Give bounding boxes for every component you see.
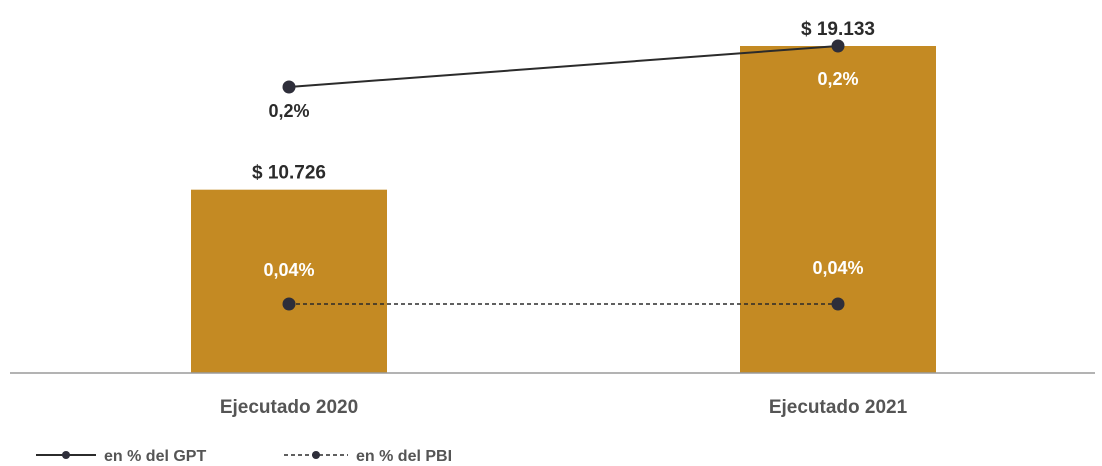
bars-layer bbox=[191, 46, 936, 373]
legend: en % del GPT en % del PBI bbox=[36, 448, 452, 465]
bar-value-label-2020: $ 10.726 bbox=[252, 163, 326, 184]
legend-gpt-marker bbox=[62, 451, 70, 459]
legend-pbi-marker bbox=[312, 451, 320, 459]
gpt-series-line bbox=[288, 45, 839, 88]
gpt-data-label-2021: 0,2% bbox=[817, 69, 858, 89]
gpt-data-label-2020: 0,2% bbox=[268, 101, 309, 121]
x-tick-label-2021: Ejecutado 2021 bbox=[769, 397, 908, 418]
x-tick-label-2020: Ejecutado 2020 bbox=[220, 397, 358, 418]
pbi-series-layer bbox=[282, 297, 845, 311]
bar-value-label-2021: $ 19.133 bbox=[801, 19, 875, 40]
legend-pbi-label: en % del PBI bbox=[356, 448, 452, 465]
pbi-data-label-2020: 0,04% bbox=[263, 260, 314, 280]
pbi-point-2020 bbox=[282, 297, 296, 311]
gpt-point-2020 bbox=[282, 80, 296, 94]
legend-gpt-label: en % del GPT bbox=[104, 448, 206, 465]
pbi-point-2021 bbox=[831, 297, 845, 311]
pbi-data-label-2021: 0,04% bbox=[812, 258, 863, 278]
gpt-point-2021 bbox=[831, 39, 845, 53]
gpt-series-layer bbox=[282, 39, 845, 94]
bar-ejecutado-2020 bbox=[191, 189, 387, 373]
bar-ejecutado-2021 bbox=[740, 46, 936, 373]
